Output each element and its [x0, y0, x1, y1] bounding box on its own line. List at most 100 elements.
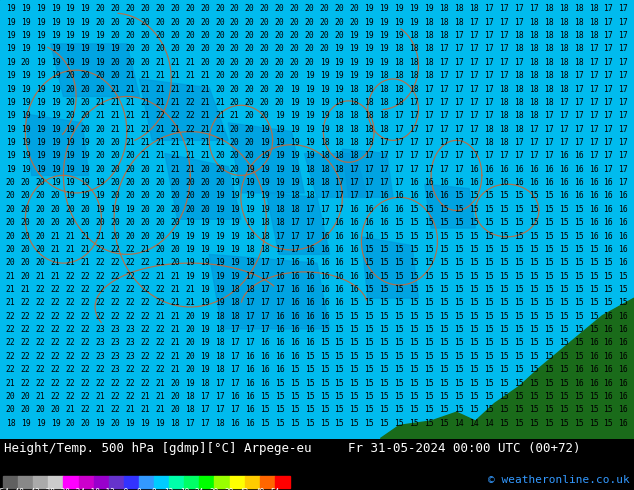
Text: 18: 18 — [320, 138, 329, 147]
Text: 22: 22 — [36, 312, 46, 320]
Text: 22: 22 — [155, 285, 165, 294]
Text: 19: 19 — [305, 138, 314, 147]
Text: 21: 21 — [155, 58, 165, 67]
Text: 19: 19 — [349, 31, 359, 40]
Text: 20: 20 — [36, 205, 46, 214]
Text: 15: 15 — [529, 392, 538, 401]
Text: 17: 17 — [514, 58, 524, 67]
Text: 16: 16 — [499, 178, 508, 187]
Text: 16: 16 — [365, 218, 374, 227]
Text: 22: 22 — [36, 365, 46, 374]
Text: 16: 16 — [410, 178, 419, 187]
Text: 22: 22 — [36, 285, 46, 294]
Text: 20: 20 — [110, 138, 120, 147]
Text: 15: 15 — [349, 392, 359, 401]
Text: 17: 17 — [365, 165, 374, 174]
Text: 18: 18 — [529, 98, 538, 107]
Text: 16: 16 — [604, 178, 613, 187]
Text: 20: 20 — [200, 178, 210, 187]
Text: 22: 22 — [126, 378, 135, 388]
Text: 17: 17 — [245, 325, 255, 334]
Text: 19: 19 — [36, 31, 46, 40]
Text: 17: 17 — [424, 85, 434, 94]
Text: 16: 16 — [349, 205, 359, 214]
Text: 15: 15 — [290, 418, 299, 428]
Text: 15: 15 — [484, 245, 494, 254]
Text: 18: 18 — [215, 365, 224, 374]
Text: 16: 16 — [588, 378, 598, 388]
Text: 15: 15 — [544, 285, 553, 294]
Text: 19: 19 — [126, 205, 135, 214]
Text: 17: 17 — [574, 124, 583, 134]
Text: 15: 15 — [335, 378, 344, 388]
Text: 21: 21 — [110, 124, 120, 134]
Text: 19: 19 — [410, 4, 419, 13]
Text: 21: 21 — [170, 124, 180, 134]
Text: 21: 21 — [155, 138, 165, 147]
Text: 16: 16 — [335, 245, 344, 254]
Text: 20: 20 — [96, 71, 105, 80]
Text: 16: 16 — [588, 165, 598, 174]
Text: 15: 15 — [439, 378, 449, 388]
Text: 16: 16 — [290, 271, 299, 281]
Bar — [230, 476, 245, 488]
Text: 18: 18 — [529, 31, 538, 40]
Text: 15: 15 — [529, 339, 538, 347]
Text: 20: 20 — [81, 85, 90, 94]
Text: 19: 19 — [21, 71, 30, 80]
Text: 16: 16 — [514, 178, 524, 187]
Text: 15: 15 — [529, 312, 538, 320]
Text: 19: 19 — [365, 45, 374, 53]
Text: 22: 22 — [96, 312, 105, 320]
Text: 17: 17 — [484, 98, 494, 107]
Text: 20: 20 — [170, 178, 180, 187]
Text: 18: 18 — [588, 18, 598, 27]
Text: 17: 17 — [484, 71, 494, 80]
Text: 17: 17 — [499, 151, 508, 160]
Text: 15: 15 — [484, 405, 494, 414]
Text: 17: 17 — [499, 71, 508, 80]
Text: 17: 17 — [454, 138, 464, 147]
Text: 17: 17 — [469, 85, 479, 94]
Text: 19: 19 — [335, 98, 344, 107]
Text: 17: 17 — [230, 325, 240, 334]
Text: 19: 19 — [65, 4, 75, 13]
Text: 15: 15 — [365, 418, 374, 428]
Text: 20: 20 — [170, 18, 180, 27]
Text: 15: 15 — [544, 418, 553, 428]
Text: 17: 17 — [424, 138, 434, 147]
Text: 19: 19 — [305, 124, 314, 134]
Text: 22: 22 — [126, 392, 135, 401]
Text: 20: 20 — [170, 45, 180, 53]
Text: 15: 15 — [424, 352, 434, 361]
Text: 22: 22 — [65, 312, 75, 320]
Text: 18: 18 — [454, 4, 464, 13]
Text: 20: 20 — [110, 232, 120, 241]
Text: 22: 22 — [65, 352, 75, 361]
Text: 15: 15 — [335, 392, 344, 401]
Text: 22: 22 — [110, 285, 120, 294]
Text: 15: 15 — [574, 312, 583, 320]
Text: 20: 20 — [245, 138, 255, 147]
Text: 15: 15 — [365, 298, 374, 307]
Text: 18: 18 — [439, 4, 449, 13]
Text: 20: 20 — [260, 58, 269, 67]
Polygon shape — [476, 298, 634, 439]
Text: 20: 20 — [6, 192, 15, 200]
Text: 21: 21 — [185, 285, 195, 294]
Text: 16: 16 — [559, 192, 569, 200]
Text: 15: 15 — [365, 339, 374, 347]
Text: 19: 19 — [290, 85, 299, 94]
Text: 18: 18 — [499, 85, 508, 94]
Text: 18: 18 — [514, 98, 524, 107]
Text: 19: 19 — [410, 18, 419, 27]
Text: 20: 20 — [6, 205, 15, 214]
Text: 15: 15 — [439, 245, 449, 254]
Text: 19: 19 — [320, 111, 329, 120]
Text: 20: 20 — [6, 178, 15, 187]
Text: 20: 20 — [21, 205, 30, 214]
Text: 16: 16 — [260, 365, 269, 374]
Text: 15: 15 — [410, 232, 419, 241]
Text: 20: 20 — [126, 178, 135, 187]
Text: 20: 20 — [215, 45, 224, 53]
